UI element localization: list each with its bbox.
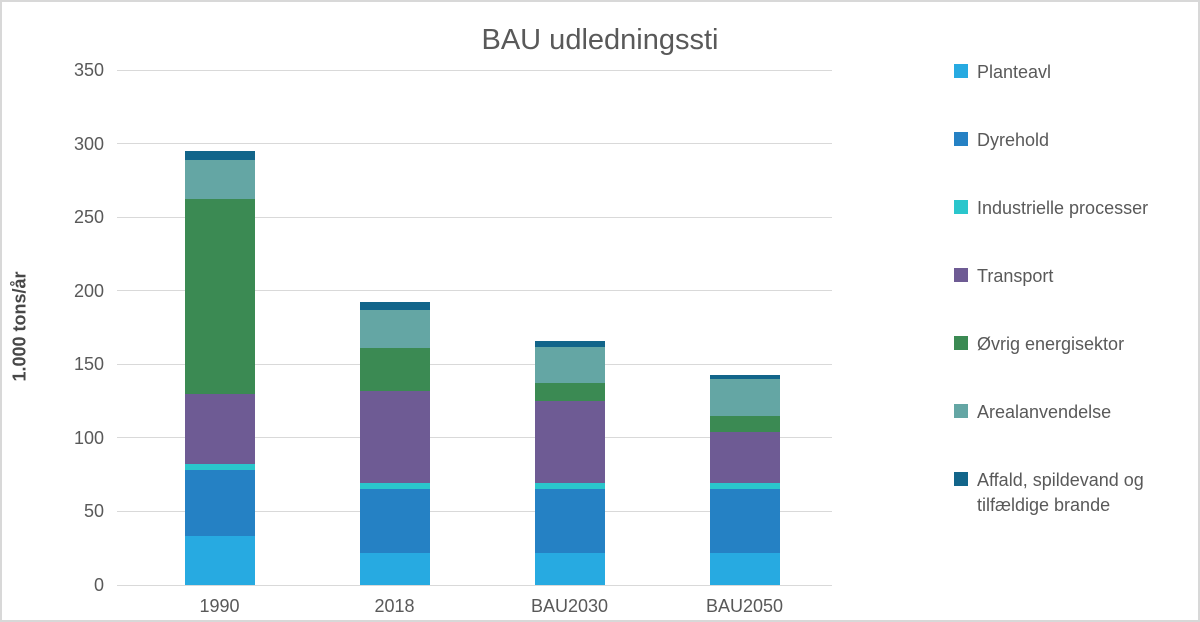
legend-label: Affald, spildevand og tilfældige brande: [977, 470, 1144, 515]
gridline: [117, 363, 832, 365]
gridline: [117, 437, 832, 439]
legend-label: Arealanvendelse: [977, 402, 1112, 422]
y-tick-label: 200: [73, 280, 104, 301]
bar-segment-2018-5: [359, 309, 430, 349]
bar-segment-BAU2030-3: [534, 401, 605, 484]
legend-label: Industrielle processer: [977, 198, 1149, 218]
bar-segment-BAU2050-5: [709, 379, 780, 416]
legend-item: Dyrehold: [954, 128, 1192, 153]
legend-swatch: [954, 200, 968, 214]
gridline: [117, 584, 832, 586]
bar-segment-2018-6: [359, 302, 430, 310]
legend-label: Transport: [977, 266, 1054, 286]
x-tick-label: 2018: [374, 596, 415, 616]
legend-item: Arealanvendelse: [954, 400, 1192, 425]
bar-segment-1990-3: [184, 393, 255, 465]
y-tick-label: 300: [73, 133, 104, 154]
bar-segment-BAU2030-2: [534, 483, 605, 490]
bar-segment-BAU2050-1: [709, 489, 780, 553]
y-tick-label: 0: [93, 575, 104, 595]
bar-segment-BAU2050-2: [709, 483, 780, 490]
legend-item: Transport: [954, 264, 1192, 289]
bar-segment-1990-1: [184, 470, 255, 537]
bar-segment-BAU2030-1: [534, 489, 605, 553]
bar-segment-2018-4: [359, 348, 430, 391]
bar-segment-BAU2050-6: [709, 374, 780, 379]
bar-segment-1990-2: [184, 464, 255, 471]
legend-label: Øvrig energisektor: [977, 334, 1125, 354]
gridline: [117, 510, 832, 512]
legend-swatch: [954, 472, 968, 486]
x-tick-label: 1990: [199, 596, 240, 616]
bar-segment-1990-4: [184, 199, 255, 394]
bar-segment-2018-2: [359, 483, 430, 490]
legend-swatch: [954, 268, 968, 282]
y-axis-title: 1.000 tons/år: [9, 271, 30, 382]
bar-segment-BAU2050-3: [709, 431, 780, 484]
legend-item: Affald, spildevand og tilfældige brande: [954, 468, 1192, 518]
gridline: [117, 290, 832, 292]
y-tick-label: 250: [73, 207, 104, 228]
bar-segment-2018-0: [359, 552, 430, 585]
chart-title: BAU udledningssti: [481, 24, 719, 56]
bar-segment-1990-5: [184, 159, 255, 200]
x-tick-label: BAU2050: [705, 596, 784, 616]
gridline: [117, 216, 832, 218]
legend-swatch: [954, 404, 968, 418]
bar-segment-BAU2050-4: [709, 415, 780, 432]
bar-segment-2018-1: [359, 489, 430, 553]
y-tick-label: 50: [83, 501, 104, 522]
bar-segment-BAU2030-6: [534, 340, 605, 347]
legend: Planteavl Dyrehold Industrielle processer T…: [954, 60, 1192, 561]
bar-segment-BAU2050-0: [709, 552, 780, 585]
y-tick-label: 150: [73, 354, 104, 375]
legend-item: Øvrig energisektor: [954, 332, 1192, 357]
bar-segment-2018-3: [359, 390, 430, 484]
bar-segment-BAU2030-4: [534, 383, 605, 402]
legend-swatch: [954, 132, 968, 146]
x-tick-label: BAU2030: [530, 596, 609, 616]
legend-item: Planteavl: [954, 60, 1192, 85]
gridline: [117, 69, 832, 71]
legend-label: Planteavl: [977, 62, 1052, 82]
bar-segment-BAU2030-0: [534, 552, 605, 585]
legend-swatch: [954, 336, 968, 350]
bar-segment-1990-0: [184, 536, 255, 585]
y-tick-label: 100: [73, 427, 104, 448]
legend-label: Dyrehold: [977, 130, 1050, 150]
bar-segment-1990-6: [184, 150, 255, 160]
legend-swatch: [954, 64, 968, 78]
legend-item: Industrielle processer: [954, 196, 1192, 221]
y-tick-label: 350: [73, 60, 104, 80]
bar-segment-BAU2030-5: [534, 346, 605, 384]
gridline: [117, 143, 832, 145]
